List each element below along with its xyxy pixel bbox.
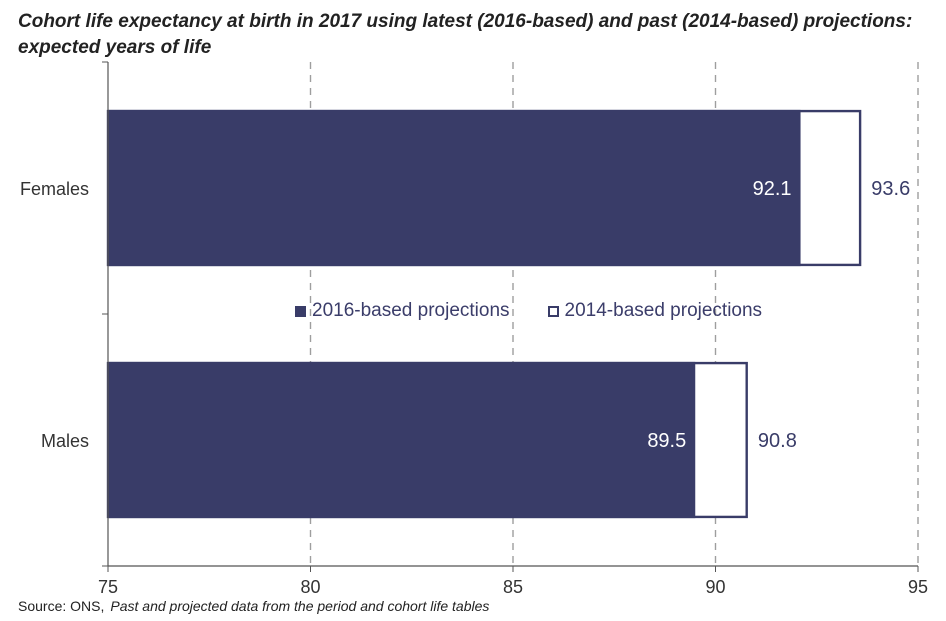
category-label-females: Females	[20, 179, 89, 199]
bar-2016-females	[108, 109, 801, 267]
category-label-males: Males	[41, 431, 89, 451]
x-tick-label: 95	[908, 577, 928, 597]
legend-item-2016: 2016-based projections	[295, 300, 510, 322]
legend-item-2014: 2014-based projections	[547, 300, 763, 322]
legend: 2016-based projections 2014-based projec…	[295, 300, 800, 322]
source-note: Source: ONS, Past and projected data from…	[18, 598, 489, 614]
chart-title: Cohort life expectancy at birth in 2017 …	[18, 11, 913, 58]
x-tick-label: 85	[503, 577, 523, 597]
legend-label-2014: 2014-based projections	[564, 300, 763, 321]
x-tick-label: 90	[705, 577, 725, 597]
bar-2016-males	[108, 361, 696, 519]
source-label: Source: ONS,	[18, 598, 105, 614]
data-label-2016-males: 89.5	[647, 430, 686, 452]
legend-label-2016: 2016-based projections	[312, 300, 510, 321]
data-label-2016-females: 92.1	[753, 178, 792, 200]
data-label-2014-males: 90.8	[758, 430, 797, 452]
x-tick-label: 80	[300, 577, 320, 597]
legend-swatch-2016	[295, 305, 306, 317]
legend-swatch-2014	[547, 305, 559, 317]
source-reference: Past and projected data from the period …	[110, 598, 490, 614]
data-label-2014-females: 93.6	[871, 178, 910, 200]
x-tick-label: 75	[98, 577, 118, 597]
